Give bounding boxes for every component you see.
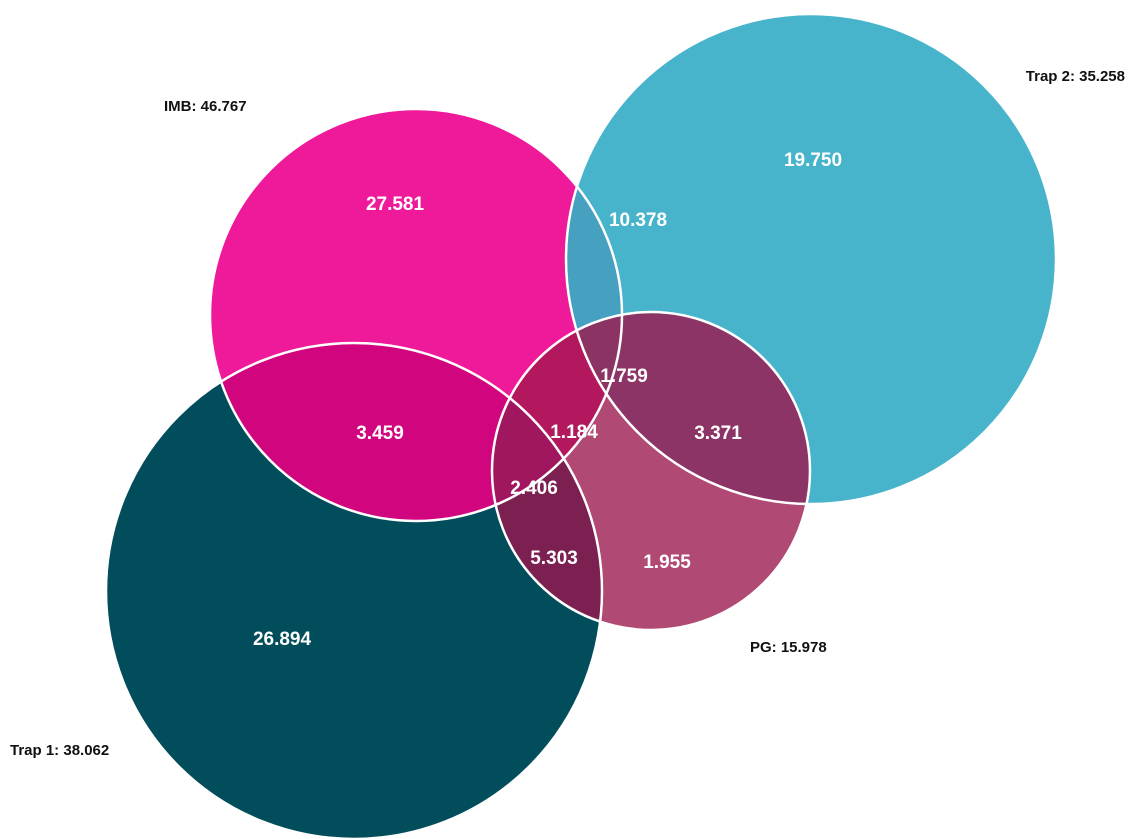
- region-label-imb-trap1: 3.459: [356, 423, 404, 444]
- overlap-imb-pg: [492, 312, 622, 521]
- region-label-trap1-pg: 5.303: [530, 548, 578, 569]
- region-label-imb: 27.581: [366, 194, 425, 215]
- set-label-trap1: Trap 1: 38.062: [10, 742, 109, 759]
- region-label-imb-trap2-pg: 1.759: [600, 366, 648, 387]
- set-outline-trap1: [104, 341, 604, 839]
- region-label-imb-trap1-pg: 2.406: [510, 478, 558, 499]
- set-outline-pg: [490, 310, 812, 632]
- region-label-imb-trap2: 10.378: [609, 210, 667, 231]
- region-label-trap1: 26.894: [253, 629, 312, 650]
- set-outline-trap2: [564, 12, 1058, 506]
- set-label-imb: IMB: 46.767: [164, 98, 247, 115]
- region-label-imb-pg: 1.184: [550, 422, 598, 443]
- region-label-trap2: 19.750: [784, 150, 842, 171]
- region-label-trap2-pg: 3.371: [694, 423, 742, 444]
- set-label-pg: PG: 15.978: [750, 639, 827, 656]
- region-label-pg: 1.955: [643, 552, 691, 573]
- set-label-trap2: Trap 2: 35.258: [1026, 68, 1125, 85]
